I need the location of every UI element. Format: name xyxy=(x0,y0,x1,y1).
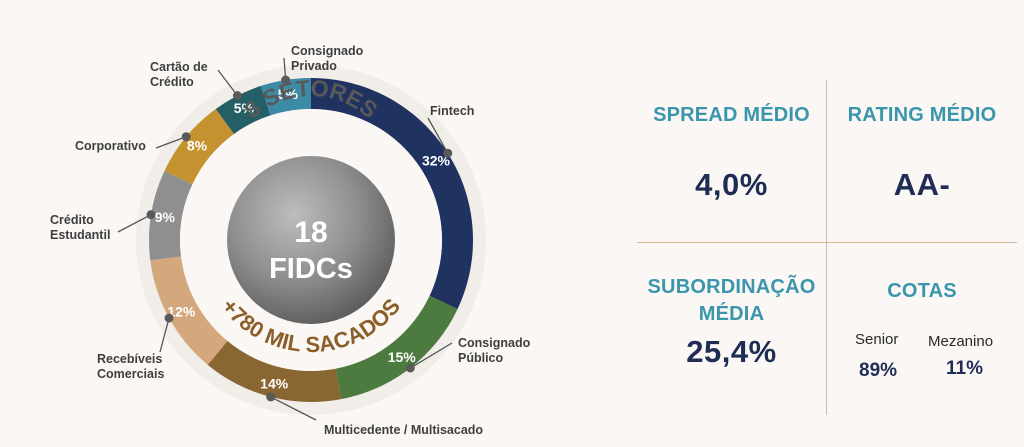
donut-slice-consignado-privado xyxy=(260,78,311,116)
mezanino-value: 11% xyxy=(946,358,983,379)
callout-lines xyxy=(117,57,453,421)
callout-line xyxy=(159,317,170,353)
callout-line xyxy=(409,342,453,369)
callout-credito-estudantil: Crédito Estudantil xyxy=(50,213,110,243)
center-count: 18 xyxy=(294,216,327,249)
callout-multicedente: Multicedente / Multisacado xyxy=(324,423,483,438)
callout-corporativo-line1: Corporativo xyxy=(75,139,146,153)
donut-slice-cart-o-de-cr-dito xyxy=(215,85,271,135)
donut-slice-label: 15% xyxy=(388,349,417,365)
donut-slice-corporativo xyxy=(164,108,235,185)
rating-title: RATING MÉDIO xyxy=(847,104,997,126)
spread-title: SPREAD MÉDIO xyxy=(653,104,810,126)
spread-value: 4,0% xyxy=(695,167,768,202)
callout-line xyxy=(117,214,152,233)
callout-recebiveis-line2: Comerciais xyxy=(97,367,165,381)
callout-dot xyxy=(443,148,453,158)
donut-slice-label: 14% xyxy=(260,375,289,391)
callout-recebiveis-line1: Recebíveis xyxy=(97,352,163,366)
callout-dot xyxy=(405,363,415,373)
callout-credito-estudantil-line2: Estudantil xyxy=(50,228,111,242)
callout-multicedente-line1: Multicedente / Multisacado xyxy=(324,423,484,437)
callout-consignado-privado: Consignado Privado xyxy=(291,44,363,74)
callout-fintech: Fintech xyxy=(430,104,474,119)
callout-cartao-credito-line2: Crédito xyxy=(150,75,194,89)
rating-cell: RATING MÉDIO AA- xyxy=(827,102,1017,203)
donut-slice-label: 8% xyxy=(187,138,208,154)
sector-donut-chart: 32% 15% 14% 12% 9% 8% 5% 5% 18 FIDCs 8 SETORES … xyxy=(50,44,530,438)
center-circle xyxy=(227,156,395,324)
donut-svg: 32%15%14%12%9%8%5%5% 18 FIDCs 8 SETORES … xyxy=(117,57,486,421)
callout-dot xyxy=(266,392,276,402)
donut-slice-fintech xyxy=(311,78,473,309)
callout-fintech-line1: Fintech xyxy=(430,104,475,118)
callout-consignado-privado-line2: Privado xyxy=(291,59,337,73)
stats-panel: SPREAD MÉDIO 4,0% RATING MÉDIO AA- SUBOR… xyxy=(637,80,1017,415)
senior-value: 89% xyxy=(859,360,898,381)
callout-consignado-publico-line2: Público xyxy=(458,351,504,365)
callout-dot xyxy=(281,75,291,85)
center-label: FIDCs xyxy=(269,253,353,285)
callout-consignado-privado-line1: Consignado xyxy=(291,44,364,58)
callout-line xyxy=(270,396,317,421)
senior-label: Senior xyxy=(855,331,899,348)
rating-value: AA- xyxy=(893,167,951,202)
callout-credito-estudantil-line1: Crédito xyxy=(50,213,94,227)
subordinacao-title-line2: MÉDIA xyxy=(698,303,765,325)
donut-slice-label: 9% xyxy=(155,209,176,225)
cotas-title: COTAS xyxy=(887,280,957,302)
subordinacao-title-line1: SUBORDINAÇÃO xyxy=(647,276,816,298)
callout-line xyxy=(155,136,187,149)
callout-cartao-credito: Cartão de Crédito xyxy=(150,60,208,90)
stats-divider-vertical xyxy=(826,80,827,415)
callout-dot xyxy=(164,313,174,323)
donut-slice-label: 12% xyxy=(167,303,196,319)
donut-slice-label: 32% xyxy=(422,153,451,169)
donut-slice-label: 5% xyxy=(278,86,299,102)
donut-slices: 32% 15% 14% 12% 9% 8% 5% 5% xyxy=(149,78,473,402)
stats-divider-horizontal xyxy=(637,242,1017,243)
callout-dot xyxy=(232,91,242,101)
callout-line xyxy=(427,117,449,154)
subordinacao-value: 25,4% xyxy=(686,334,777,369)
spread-cell: SPREAD MÉDIO 4,0% xyxy=(637,102,826,203)
donut-slice-receb-veis-comerciais xyxy=(150,256,228,365)
callout-corporativo: Corporativo xyxy=(75,139,146,154)
callout-line xyxy=(217,69,238,97)
callout-consignado-publico-line1: Consignado xyxy=(458,336,531,350)
subordinacao-cell: SUBORDINAÇÃO MÉDIA 25,4% xyxy=(637,274,826,370)
mezanino-label: Mezanino xyxy=(928,333,994,350)
donut-slice-label: 5% xyxy=(234,100,255,116)
callout-cartao-credito-line1: Cartão de xyxy=(150,60,208,74)
callout-consignado-publico: Consignado Público xyxy=(458,336,530,366)
cotas-cell: COTAS Senior Mezanino 89% 11% xyxy=(827,278,1017,398)
donut-slice-multicedente-multisacado xyxy=(207,340,342,402)
callout-dot xyxy=(181,132,191,142)
donut-slice-consignado-p-blico xyxy=(335,295,458,400)
donut-slice-cr-dito-estudantil xyxy=(149,171,193,261)
callout-dot xyxy=(146,210,156,220)
callout-recebiveis: Recebíveis Comerciais xyxy=(97,352,164,382)
